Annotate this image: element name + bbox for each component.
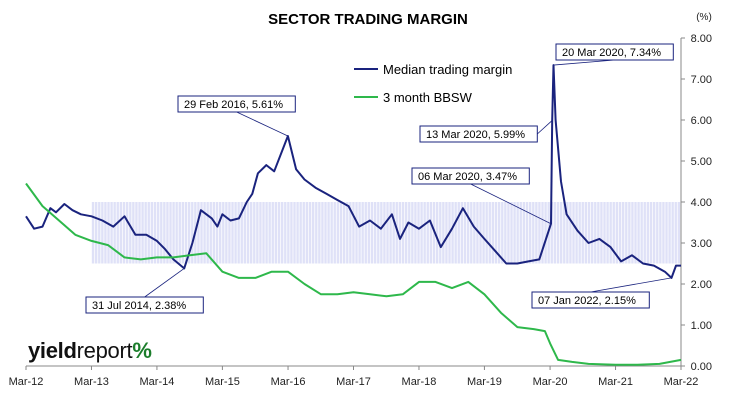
shaded-band bbox=[91, 202, 682, 264]
annotation: 07 Jan 2022, 2.15% bbox=[531, 277, 672, 309]
y-tick-label: 1.00 bbox=[691, 320, 712, 332]
x-tick-label: Mar-14 bbox=[140, 376, 175, 388]
y-tick-label: 3.00 bbox=[691, 238, 712, 250]
annotation-label: 13 Mar 2020, 5.99% bbox=[426, 129, 525, 141]
x-tick-label: Mar-18 bbox=[402, 376, 437, 388]
annotation: 06 Mar 2020, 3.47% bbox=[411, 167, 552, 225]
x-tick-label: Mar-19 bbox=[467, 376, 502, 388]
annotation-leader bbox=[236, 111, 289, 137]
legend-label: 3 month BBSW bbox=[383, 90, 473, 105]
annotation-leader bbox=[144, 268, 185, 298]
y-unit-label: (%) bbox=[696, 12, 712, 23]
y-tick-label: 6.00 bbox=[691, 115, 712, 127]
y-tick-label: 8.00 bbox=[691, 33, 712, 45]
series bbox=[25, 64, 682, 366]
annotation-leader bbox=[537, 120, 553, 135]
yieldreport-logo: yieldreport% bbox=[28, 338, 152, 363]
y-tick-label: 5.00 bbox=[691, 156, 712, 168]
annotation-label: 31 Jul 2014, 2.38% bbox=[92, 300, 186, 312]
legend: Median trading margin 3 month BBSW bbox=[354, 62, 512, 105]
x-tick-label: Mar-13 bbox=[74, 376, 109, 388]
x-tick-label: Mar-20 bbox=[533, 376, 568, 388]
x-tick-label: Mar-21 bbox=[598, 376, 633, 388]
percent-logo-icon: % bbox=[132, 338, 152, 363]
x-tick-label: Mar-22 bbox=[664, 376, 699, 388]
annotation-label: 29 Feb 2016, 5.61% bbox=[184, 99, 283, 111]
axes: 0.00 1.00 2.00 3.00 4.00 5.00 6.00 7.00 8.00 Mar-… bbox=[9, 33, 712, 388]
annotation-label: 07 Jan 2022, 2.15% bbox=[538, 295, 636, 307]
median-margin-line bbox=[25, 64, 681, 279]
annotation: 13 Mar 2020, 5.99% bbox=[419, 120, 553, 143]
legend-label: Median trading margin bbox=[383, 62, 512, 77]
chart-title: SECTOR TRADING MARGIN bbox=[268, 11, 468, 28]
annotation: 29 Feb 2016, 5.61% bbox=[177, 95, 296, 137]
annotation-leader bbox=[553, 59, 615, 66]
annotation-leader bbox=[590, 277, 672, 293]
bbsw-line bbox=[25, 182, 682, 366]
annotation: 20 Mar 2020, 7.34% bbox=[553, 43, 674, 66]
x-tick-label: Mar-16 bbox=[271, 376, 306, 388]
y-tick-label: 4.00 bbox=[691, 197, 712, 209]
annotation: 31 Jul 2014, 2.38% bbox=[85, 268, 204, 314]
y-tick-label: 2.00 bbox=[691, 279, 712, 291]
annotations: 29 Feb 2016, 5.61% 31 Jul 2014, 2.38% 06 M… bbox=[85, 43, 674, 314]
annotation-label: 20 Mar 2020, 7.34% bbox=[562, 47, 661, 59]
x-tick-label: Mar-17 bbox=[336, 376, 371, 388]
x-tick-label: Mar-12 bbox=[9, 376, 44, 388]
annotation-label: 06 Mar 2020, 3.47% bbox=[418, 171, 517, 183]
y-tick-label: 0.00 bbox=[691, 361, 712, 373]
x-tick-label: Mar-15 bbox=[205, 376, 240, 388]
y-tick-label: 7.00 bbox=[691, 74, 712, 86]
annotation-leader bbox=[470, 183, 552, 225]
